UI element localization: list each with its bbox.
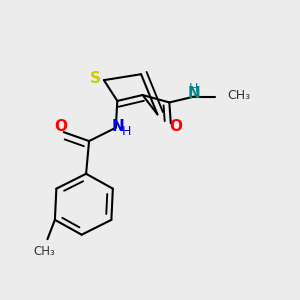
Text: H: H <box>122 125 131 138</box>
Text: S: S <box>90 71 101 86</box>
Text: CH₃: CH₃ <box>34 245 56 258</box>
Text: H: H <box>189 82 198 95</box>
Text: N: N <box>187 86 200 101</box>
Text: N: N <box>112 119 124 134</box>
Text: O: O <box>54 119 67 134</box>
Text: O: O <box>169 119 182 134</box>
Text: CH₃: CH₃ <box>227 88 250 101</box>
